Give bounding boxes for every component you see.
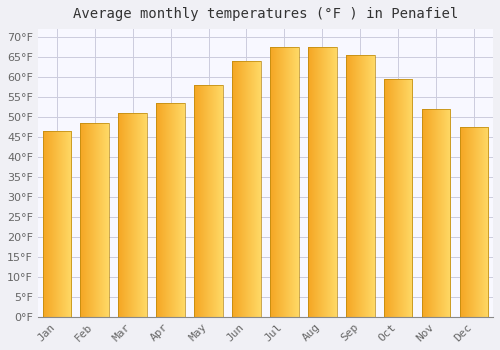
Bar: [270, 47, 298, 317]
Bar: [460, 127, 488, 317]
Bar: [232, 61, 260, 317]
Bar: [42, 131, 71, 317]
Title: Average monthly temperatures (°F ) in Penafiel: Average monthly temperatures (°F ) in Pe…: [73, 7, 458, 21]
Bar: [156, 103, 185, 317]
Bar: [422, 109, 450, 317]
Bar: [308, 47, 336, 317]
Bar: [80, 123, 109, 317]
Bar: [346, 55, 374, 317]
Bar: [384, 79, 412, 317]
Bar: [194, 85, 223, 317]
Bar: [118, 113, 147, 317]
